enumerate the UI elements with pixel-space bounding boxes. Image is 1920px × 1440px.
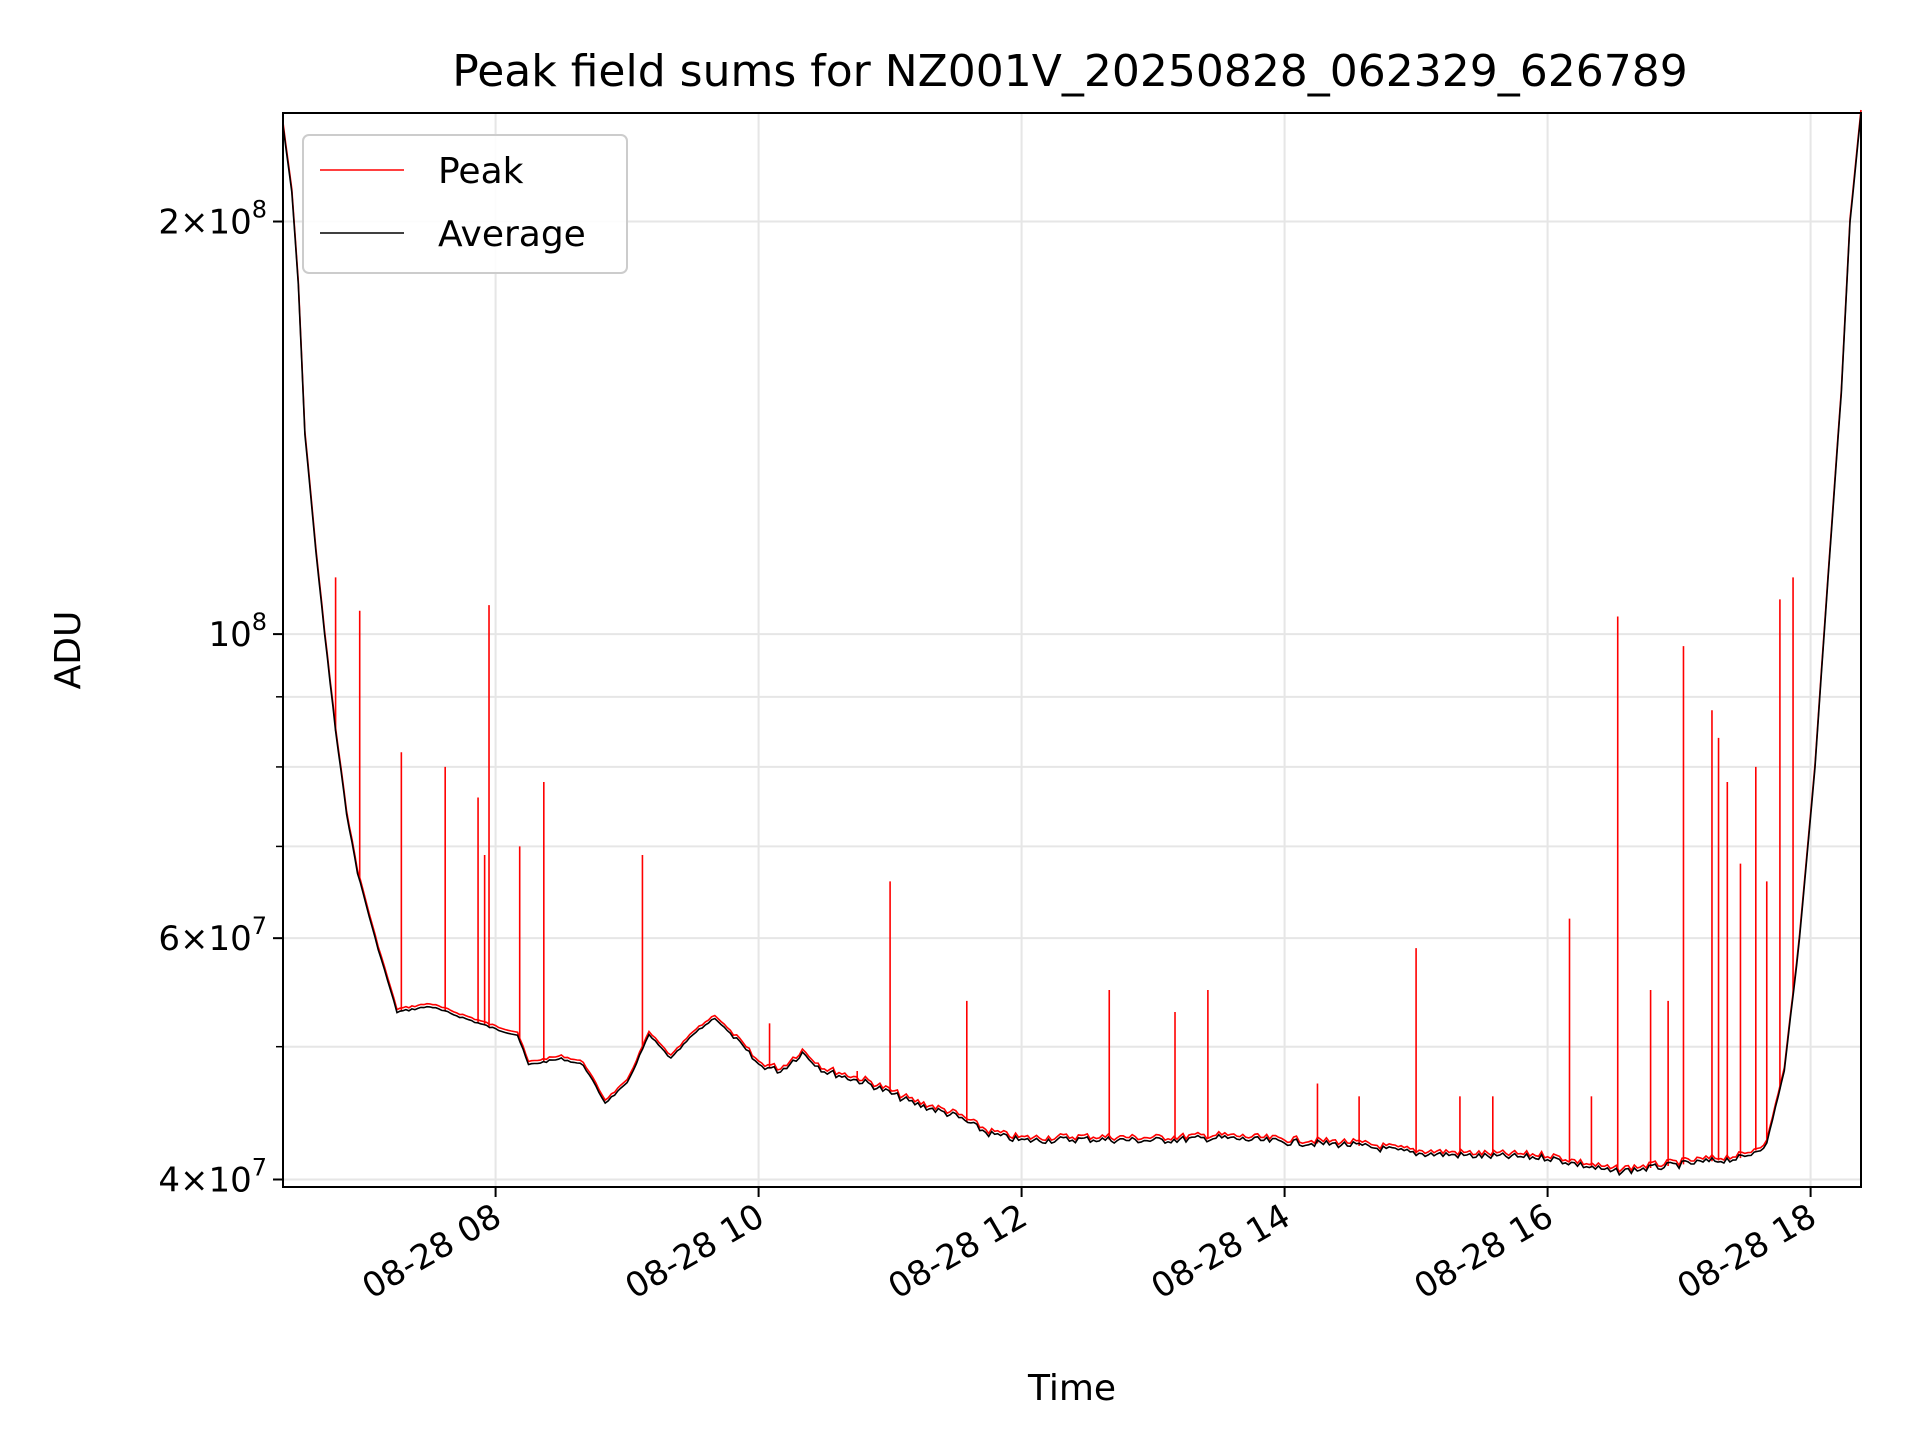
plot-area-frame [282, 112, 1862, 1188]
y-tick-label: 108 [208, 608, 267, 655]
legend-label-average: Average [438, 214, 586, 255]
series-layer [282, 109, 1862, 1177]
chart-title: Peak field sums for NZ001V_20250828_0623… [452, 46, 1687, 97]
y-axis-ticks: 4×107 6×107 108 2×108 [158, 196, 283, 1201]
y-axis-label: ADU [48, 611, 89, 690]
series-peak-line [282, 109, 1862, 1174]
y-tick-label: 4×107 [158, 1154, 267, 1201]
legend-label-peak: Peak [438, 151, 524, 192]
x-axis-label: Time [1027, 1368, 1116, 1409]
legend: Peak Average [302, 134, 628, 274]
grid [283, 113, 1861, 1187]
y-tick-label: 6×107 [158, 912, 267, 959]
y-tick-label: 2×108 [158, 196, 267, 243]
series-average-line [282, 112, 1862, 1177]
